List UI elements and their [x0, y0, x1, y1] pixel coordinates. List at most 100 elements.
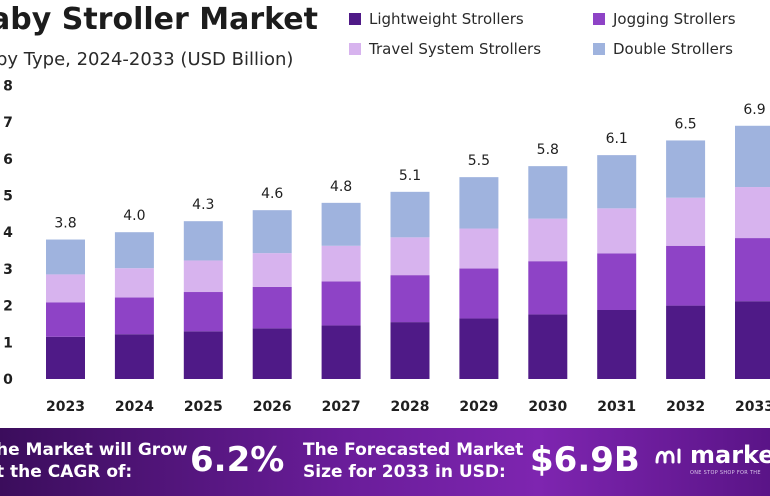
bar-segment — [46, 239, 85, 275]
bar-segment — [46, 302, 85, 337]
y-tick-label: 2 — [3, 299, 13, 315]
y-tick-label: 7 — [3, 115, 13, 131]
bar-total-label: 5.5 — [468, 153, 490, 169]
bar-segment — [183, 221, 223, 261]
legend-label-travel: Travel System Strollers — [369, 40, 542, 58]
legend-label-lightweight: Lightweight Strollers — [369, 10, 524, 28]
bar-segment — [735, 125, 770, 188]
bar-segment — [390, 191, 430, 238]
legend-item-lightweight: Lightweight Strollers — [349, 10, 524, 28]
bar-segment — [114, 268, 154, 298]
bar-segment — [321, 202, 361, 246]
bar-total-label: 6.1 — [606, 131, 628, 147]
forecast-text-line1: The Forecasted Market — [303, 440, 524, 460]
growth-text-line1: he Market will Grow — [0, 440, 188, 460]
bar-segment — [390, 237, 430, 276]
x-tick-label: 2030 — [528, 399, 567, 415]
legend-swatch-jogging — [593, 13, 605, 25]
y-tick-label: 4 — [3, 225, 13, 241]
y-tick-label: 8 — [3, 78, 13, 94]
bar-segment — [459, 268, 499, 319]
forecast-text-line2: Size for 2033 in USD: — [303, 462, 506, 482]
bar-segment — [46, 336, 85, 379]
brand-logo: market ONE STOP SHOP FOR THE — [654, 440, 770, 476]
bar-total-label: 5.8 — [537, 142, 559, 158]
growth-text-line2: t the CAGR of: — [0, 462, 133, 482]
x-tick-label: 2026 — [253, 399, 292, 415]
bar-segment — [390, 322, 430, 379]
legend-swatch-travel — [349, 43, 361, 55]
bar-segment — [528, 261, 568, 315]
legend-item-double: Double Strollers — [593, 40, 733, 58]
bar-segment — [114, 334, 154, 379]
y-tick-label: 6 — [3, 152, 13, 168]
x-tick-label: 2025 — [184, 399, 223, 415]
chart-title: aby Stroller Market — [0, 2, 318, 37]
y-tick-label: 1 — [3, 335, 13, 351]
bar-segment — [46, 274, 85, 303]
bar-segment — [528, 314, 568, 379]
bar-total-label: 4.6 — [261, 186, 283, 202]
bar-segment — [321, 245, 361, 282]
x-tick-label: 2024 — [115, 399, 154, 415]
x-tick-label: 2027 — [322, 399, 361, 415]
legend-label-double: Double Strollers — [613, 40, 733, 58]
bar-segment — [390, 275, 430, 323]
bar-segment — [114, 297, 154, 335]
bar-segment — [459, 318, 499, 379]
bar-total-label: 4.8 — [330, 179, 352, 195]
bar-total-label: 4.0 — [123, 208, 145, 224]
x-tick-label: 2031 — [597, 399, 636, 415]
bar-total-label: 3.8 — [54, 216, 76, 232]
bar-segment — [597, 155, 637, 209]
y-tick-label: 0 — [3, 372, 13, 388]
bar-segment — [183, 292, 223, 332]
stacked-bar-chart: 0 1 2 3 4 5 6 7 8 3.8 2023 4.0 2024 4.3 2025 4.6 2026 4.8… — [3, 78, 770, 415]
bar-segment — [666, 305, 706, 379]
legend-item-jogging: Jogging Strollers — [593, 10, 736, 28]
x-tick-label: 2023 — [46, 399, 85, 415]
footer-banner: he Market will Grow t the CAGR of: 6.2% … — [0, 428, 770, 496]
bar-segment — [252, 253, 292, 287]
cagr-value: 6.2% — [190, 440, 285, 480]
chart-subtitle: by Type, 2024-2033 (USD Billion) — [0, 49, 294, 70]
bar-segment — [597, 253, 637, 311]
bar-segment — [321, 281, 361, 326]
bar-segment — [735, 187, 770, 239]
bar-total-label: 6.5 — [674, 116, 696, 132]
bar-segment — [735, 301, 770, 379]
bar-segment — [183, 331, 223, 379]
bar-segment — [459, 177, 499, 229]
bar-segment — [528, 218, 568, 262]
bar-segment — [666, 140, 706, 198]
brand-name: market — [690, 441, 770, 469]
bar-segment — [114, 232, 154, 269]
legend-label-jogging: Jogging Strollers — [613, 10, 736, 28]
bar-segment — [666, 245, 706, 306]
bar-segment — [597, 208, 637, 254]
bar-segment — [666, 197, 706, 246]
bar-total-label: 5.1 — [399, 168, 421, 184]
x-tick-label: 2032 — [666, 399, 705, 415]
forecast-value: $6.9B — [530, 440, 640, 480]
brand-logo-icon — [655, 448, 681, 464]
legend: Lightweight Strollers Jogging Strollers … — [349, 8, 770, 68]
legend-swatch-lightweight — [349, 13, 361, 25]
bar-segment — [252, 328, 292, 379]
x-tick-label: 2028 — [391, 399, 430, 415]
y-tick-label: 5 — [3, 189, 13, 205]
y-tick-label: 3 — [3, 262, 13, 278]
bar-total-label: 4.3 — [192, 197, 214, 213]
bar-segment — [321, 325, 361, 379]
bar-segment — [183, 260, 223, 293]
legend-item-travel: Travel System Strollers — [349, 40, 541, 58]
legend-swatch-double — [593, 43, 605, 55]
x-tick-label: 2029 — [459, 399, 498, 415]
x-tick-label: 2033 — [735, 399, 770, 415]
bar-segment — [252, 286, 292, 329]
bar-segment — [252, 210, 292, 254]
bar-segment — [597, 310, 637, 379]
brand-tagline: ONE STOP SHOP FOR THE — [690, 470, 761, 476]
bar-total-label: 6.9 — [743, 102, 765, 118]
bar-segment — [459, 228, 499, 269]
